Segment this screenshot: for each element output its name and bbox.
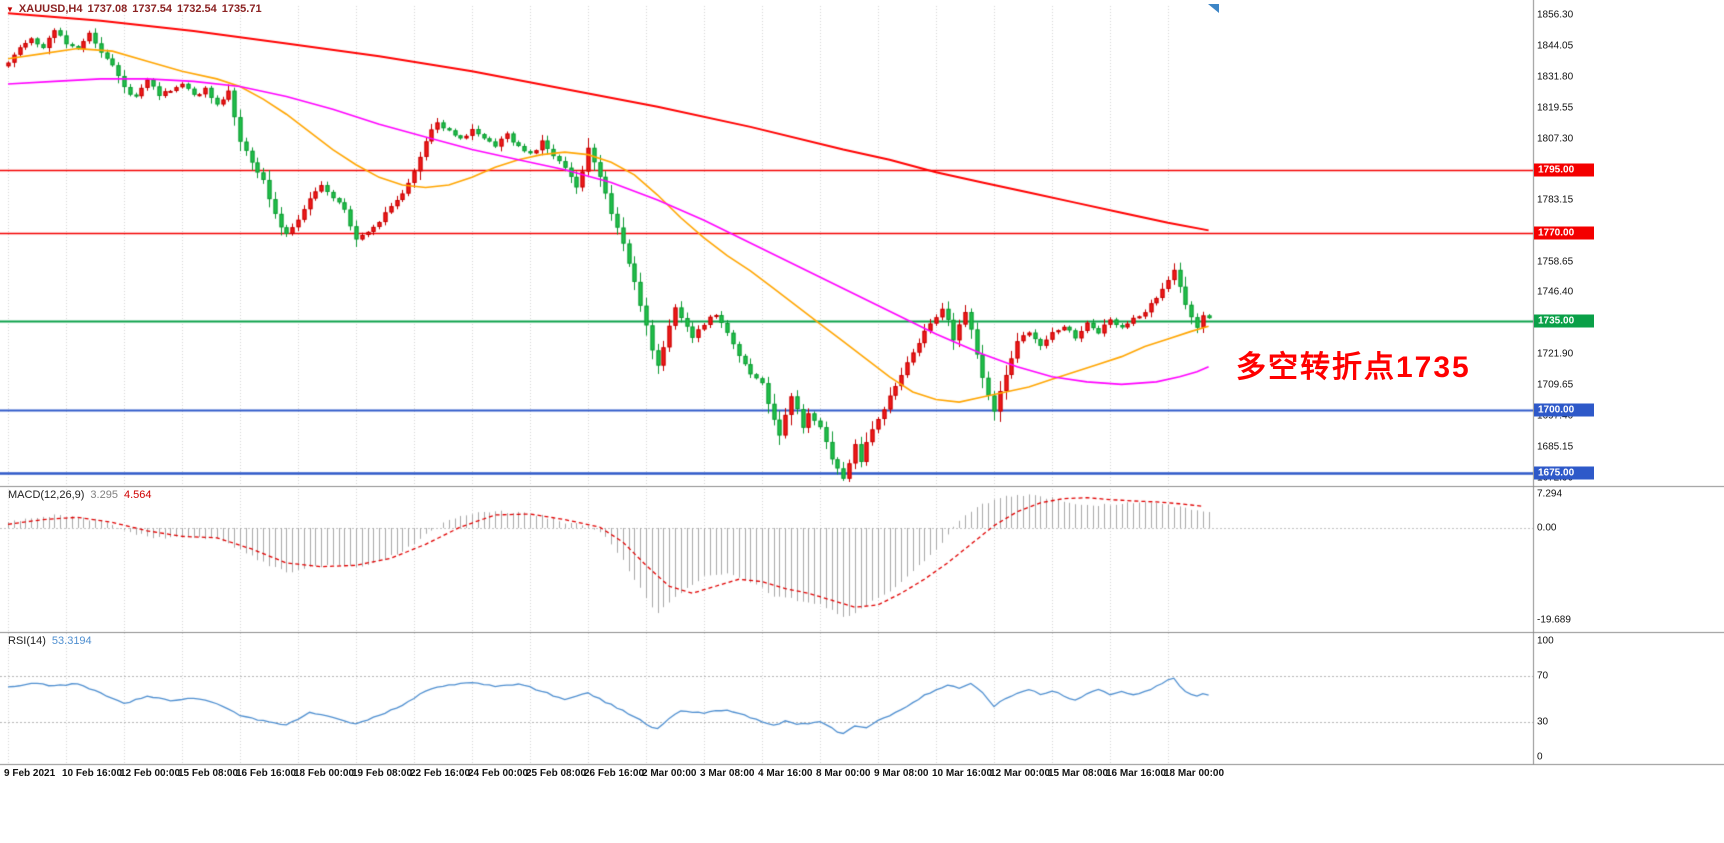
rsi-value: 53.3194 [51, 635, 92, 647]
time-axis-label: 19 Feb 08:00 [352, 768, 413, 779]
price-axis-tick: 1783.15 [1537, 194, 1574, 206]
time-axis-label: 10 Mar 16:00 [932, 768, 993, 779]
time-axis-label: 9 Feb 2021 [4, 768, 56, 779]
rsi-axis-tick: 30 [1537, 716, 1549, 728]
ohlc-open: 1737.08 [87, 3, 128, 15]
price-axis-tick: 1697.40 [1537, 410, 1574, 422]
rsi-axis-tick: 0 [1537, 751, 1543, 763]
macd-main-value: 3.295 [90, 489, 118, 501]
time-axis-label: 9 Mar 08:00 [874, 768, 929, 779]
time-axis-label: 22 Feb 16:00 [410, 768, 471, 779]
ohlc-close: 1735.71 [221, 3, 262, 15]
symbol-marker-icon: ▼ [6, 4, 14, 14]
price-axis-tick: 1856.30 [1537, 9, 1574, 21]
time-axis-label: 8 Mar 00:00 [816, 768, 871, 779]
rsi-axis-tick: 100 [1537, 635, 1554, 647]
ohlc-low: 1732.54 [177, 3, 217, 15]
price-level-label: 1675.00 [1534, 466, 1594, 480]
rsi-axis-tick: 70 [1537, 670, 1549, 682]
price-axis-tick: 1746.40 [1537, 286, 1574, 298]
macd-indicator-label: MACD(12,26,9) 3.295 4.564 [8, 489, 151, 501]
price-level-label: 1795.00 [1534, 163, 1594, 177]
price-level-label: 1700.00 [1534, 403, 1594, 417]
time-axis-label: 12 Mar 00:00 [990, 768, 1051, 779]
rsi-indicator-label: RSI(14) 53.3194 [8, 635, 92, 647]
time-axis-label: 16 Feb 16:00 [236, 768, 297, 779]
time-axis-label: 10 Feb 16:00 [62, 768, 123, 779]
macd-signal-value: 4.564 [123, 489, 152, 501]
chart-shift-marker-icon[interactable] [1208, 4, 1219, 13]
macd-name: MACD(12,26,9) [8, 489, 85, 501]
price-axis-tick: 1819.55 [1537, 102, 1574, 114]
time-axis-label: 15 Feb 08:00 [178, 768, 239, 779]
time-axis-label: 26 Feb 16:00 [584, 768, 645, 779]
time-axis-label: 25 Feb 08:00 [526, 768, 587, 779]
time-axis-label: 18 Feb 00:00 [294, 768, 355, 779]
ohlc-high: 1737.54 [132, 3, 173, 15]
time-axis-label: 15 Mar 08:00 [1048, 768, 1109, 779]
macd-axis-tick: -19.689 [1537, 614, 1571, 626]
time-axis-label: 24 Feb 00:00 [468, 768, 529, 779]
price-axis-tick: 1758.65 [1537, 256, 1574, 268]
price-axis-tick: 1831.80 [1537, 71, 1574, 83]
price-level-label: 1735.00 [1534, 314, 1594, 328]
annotation-text: 多空转折点1735 [1236, 351, 1471, 384]
price-level-label: 1770.00 [1534, 226, 1594, 240]
price-axis-tick: 1709.65 [1537, 379, 1574, 391]
macd-axis-tick: 0.00 [1537, 522, 1557, 534]
price-axis-tick: 1807.30 [1537, 133, 1574, 145]
symbol-timeframe: XAUUSD,H4 [18, 3, 83, 15]
macd-axis-tick: 7.294 [1537, 488, 1563, 500]
price-axis-tick: 1685.15 [1537, 441, 1574, 453]
time-axis-label: 3 Mar 08:00 [700, 768, 755, 779]
price-axis-tick: 1721.90 [1537, 348, 1574, 360]
chart-title-ohlc: ▼ XAUUSD,H4 1737.08 1737.54 1732.54 1735… [6, 3, 262, 15]
time-axis-label: 2 Mar 00:00 [642, 768, 697, 779]
time-axis-label: 12 Feb 00:00 [120, 768, 181, 779]
time-axis-label: 4 Mar 16:00 [758, 768, 813, 779]
price-axis-tick: 1844.05 [1537, 40, 1574, 52]
rsi-name: RSI(14) [8, 635, 46, 647]
time-axis-label: 16 Mar 16:00 [1106, 768, 1167, 779]
time-axis-label: 18 Mar 00:00 [1164, 768, 1225, 779]
